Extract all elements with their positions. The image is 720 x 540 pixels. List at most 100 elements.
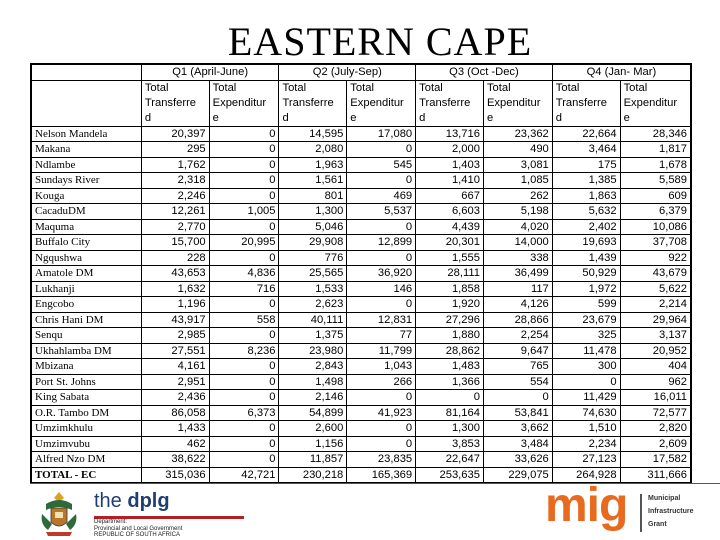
value-cell: 1,632	[140, 280, 210, 297]
municipality-name: CacaduDM	[30, 203, 142, 220]
value-cell: 0	[346, 296, 417, 313]
column-header-row: Total Total Total Total Total Total Tota…	[30, 80, 692, 96]
value-cell: 1,858	[415, 280, 484, 297]
eastern-cape-grant-table: Q1 (April-June) Q2 (July-Sep) Q3 (Oct -D…	[30, 63, 692, 484]
value-cell: 1,561	[278, 172, 348, 189]
value-cell: 13,716	[415, 125, 484, 142]
value-cell: 0	[208, 218, 280, 235]
value-cell: 5,622	[619, 280, 692, 297]
column-header: Total	[140, 80, 210, 96]
value-cell: 0	[482, 389, 553, 406]
municipality-name: Engcobo	[30, 296, 142, 313]
value-cell: 1,005	[208, 203, 280, 220]
value-cell: 165,369	[346, 466, 417, 484]
value-cell: 117	[482, 280, 553, 297]
value-cell: 81,164	[415, 404, 484, 421]
value-cell: 253,635	[415, 466, 484, 484]
value-cell: 295	[140, 141, 210, 158]
value-cell: 1,678	[619, 156, 692, 173]
value-cell: 0	[208, 125, 280, 142]
value-cell: 15,700	[140, 234, 210, 251]
municipality-name: Umzimkhulu	[30, 420, 142, 437]
value-cell: 0	[208, 373, 280, 390]
value-cell: 0	[346, 420, 417, 437]
value-cell: 25,565	[278, 265, 348, 282]
municipality-name: Sundays River	[30, 172, 142, 189]
value-cell: 3,464	[551, 141, 621, 158]
dplg-department-text: Department: Provincial and Local Governm…	[94, 519, 183, 538]
table-row: CacaduDM 12,261 1,005 1,300 5,537 6,603 5,198 5…	[30, 203, 692, 220]
column-header: Total	[415, 80, 484, 96]
quarter-header: Q1 (April-June)	[140, 63, 280, 81]
value-cell: 1,433	[140, 420, 210, 437]
value-cell: 490	[482, 141, 553, 158]
value-cell: 42,721	[208, 466, 280, 484]
value-cell: 146	[346, 280, 417, 297]
value-cell: 1,300	[278, 203, 348, 220]
municipality-name: Mbizana	[30, 358, 142, 375]
value-cell: 86,058	[140, 404, 210, 421]
column-header: Expenditur	[619, 95, 692, 111]
value-cell: 0	[346, 141, 417, 158]
value-cell: 2,985	[140, 327, 210, 344]
municipality-name: TOTAL - EC	[30, 466, 142, 484]
value-cell: 43,679	[619, 265, 692, 282]
column-header: d	[278, 110, 348, 126]
value-cell: 599	[551, 296, 621, 313]
value-cell: 0	[208, 451, 280, 468]
value-cell: 962	[619, 373, 692, 390]
value-cell: 2,600	[278, 420, 348, 437]
municipality-name: Kouga	[30, 187, 142, 204]
value-cell: 0	[346, 435, 417, 452]
value-cell: 1,196	[140, 296, 210, 313]
column-header: e	[208, 110, 280, 126]
municipality-name: Ukhahlamba DM	[30, 342, 142, 359]
value-cell: 27,551	[140, 342, 210, 359]
column-header: d	[415, 110, 484, 126]
value-cell: 5,537	[346, 203, 417, 220]
column-header: Transferre	[415, 95, 484, 111]
municipality-name: Makana	[30, 141, 142, 158]
value-cell: 0	[415, 389, 484, 406]
value-cell: 4,836	[208, 265, 280, 282]
value-cell: 4,161	[140, 358, 210, 375]
value-cell: 1,085	[482, 172, 553, 189]
value-cell: 14,000	[482, 234, 553, 251]
mig-grant-text: Municipal Infrastructure Grant	[648, 495, 694, 528]
municipality-name: Buffalo City	[30, 234, 142, 251]
value-cell: 2,214	[619, 296, 692, 313]
value-cell: 11,478	[551, 342, 621, 359]
column-header: Transferre	[551, 95, 621, 111]
value-cell: 2,318	[140, 172, 210, 189]
value-cell: 2,254	[482, 327, 553, 344]
value-cell: 1,439	[551, 249, 621, 266]
value-cell: 0	[208, 249, 280, 266]
municipality-name: Alfred Nzo DM	[30, 451, 142, 468]
value-cell: 300	[551, 358, 621, 375]
table-row: Umzimkhulu 1,433 0 2,600 0 1,300 3,662 1,510 2,8…	[30, 420, 692, 437]
value-cell: 0	[208, 141, 280, 158]
value-cell: 2,609	[619, 435, 692, 452]
value-cell: 3,081	[482, 156, 553, 173]
table-row: O.R. Tambo DM 86,058 6,373 54,899 41,923 81,1…	[30, 404, 692, 421]
column-header: Expenditur	[482, 95, 553, 111]
value-cell: 28,866	[482, 311, 553, 328]
table-row: Nelson Mandela 20,397 0 14,595 17,080 13,716 2…	[30, 125, 692, 142]
value-cell: 609	[619, 187, 692, 204]
value-cell: 29,908	[278, 234, 348, 251]
value-cell: 43,917	[140, 311, 210, 328]
value-cell: 23,835	[346, 451, 417, 468]
value-cell: 2,402	[551, 218, 621, 235]
value-cell: 6,603	[415, 203, 484, 220]
value-cell: 27,296	[415, 311, 484, 328]
value-cell: 2,246	[140, 187, 210, 204]
value-cell: 228	[140, 249, 210, 266]
value-cell: 2,146	[278, 389, 348, 406]
value-cell: 262	[482, 187, 553, 204]
value-cell: 0	[208, 358, 280, 375]
value-cell: 3,484	[482, 435, 553, 452]
value-cell: 2,770	[140, 218, 210, 235]
value-cell: 0	[346, 172, 417, 189]
value-cell: 1,920	[415, 296, 484, 313]
value-cell: 311,666	[619, 466, 692, 484]
